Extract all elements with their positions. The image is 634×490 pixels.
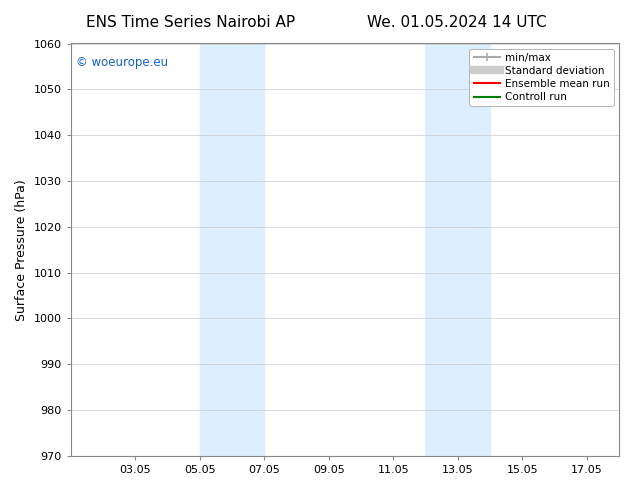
Text: We. 01.05.2024 14 UTC: We. 01.05.2024 14 UTC xyxy=(366,15,547,30)
Bar xyxy=(200,44,264,456)
Y-axis label: Surface Pressure (hPa): Surface Pressure (hPa) xyxy=(15,179,28,320)
Legend: min/max, Standard deviation, Ensemble mean run, Controll run: min/max, Standard deviation, Ensemble me… xyxy=(469,49,614,106)
Bar xyxy=(425,44,490,456)
Text: ENS Time Series Nairobi AP: ENS Time Series Nairobi AP xyxy=(86,15,295,30)
Text: © woeurope.eu: © woeurope.eu xyxy=(76,56,168,69)
